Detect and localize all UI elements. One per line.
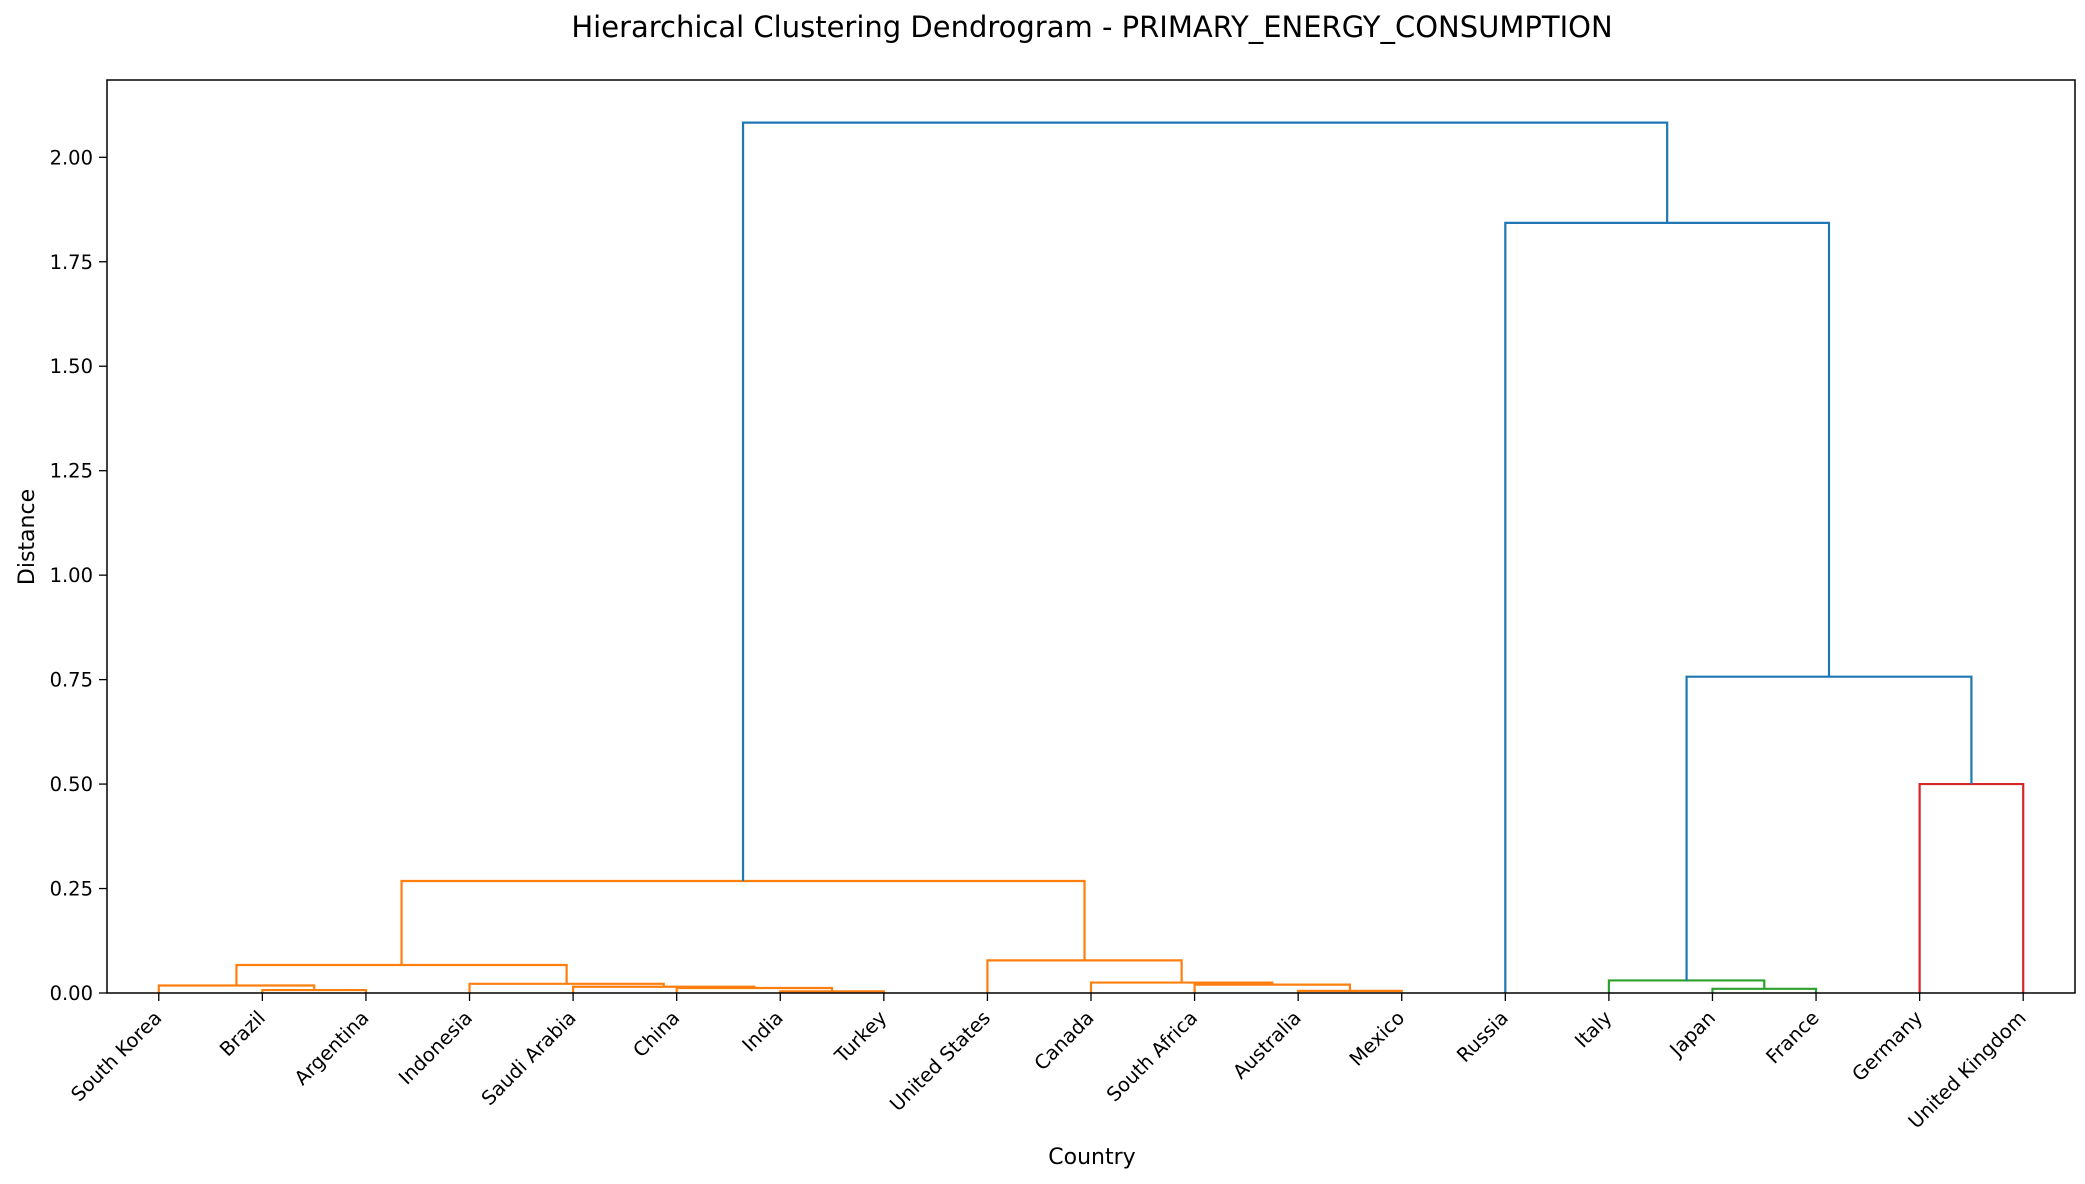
dendrogram-link-15	[1918, 782, 2025, 993]
y-tick-label: 1.75	[50, 251, 93, 274]
y-tick-label: 0.50	[50, 773, 93, 796]
x-tick-label: Russia	[1452, 1006, 1513, 1067]
x-tick-label: Germany	[1848, 1006, 1928, 1086]
x-tick-label: Brazil	[215, 1006, 270, 1061]
x-tick-label: Mexico	[1345, 1006, 1409, 1070]
dendrogram-links	[157, 121, 2025, 993]
dendrogram-link-6	[468, 982, 665, 993]
x-tick-label: Turkey	[830, 1006, 892, 1068]
y-axis-ticks: 0.00 0.25 0.50 0.75 1.00 1.25 1.50 1.75 2.00	[50, 146, 107, 1005]
x-tick-label: China	[629, 1006, 685, 1062]
x-tick-label: Australia	[1228, 1006, 1305, 1083]
dendrogram-link-14	[1607, 979, 1766, 993]
dendrogram-link-17	[1504, 221, 1831, 993]
chart-title: Hierarchical Clustering Dendrogram - PRI…	[571, 10, 1612, 44]
x-tick-label: United States	[885, 1006, 995, 1116]
y-tick-label: 0.75	[50, 669, 93, 692]
x-axis-label: Country	[1048, 1145, 1135, 1170]
x-tick-label: France	[1761, 1006, 1823, 1068]
x-tick-label: Saudi Arabia	[477, 1006, 581, 1110]
y-tick-label: 1.25	[50, 460, 93, 483]
x-tick-label: South Africa	[1102, 1006, 1202, 1106]
x-tick-label: Indonesia	[394, 1006, 477, 1089]
dendrogram-link-18	[741, 121, 1669, 882]
x-tick-label: Argentina	[290, 1006, 374, 1090]
x-tick-label: India	[738, 1006, 788, 1056]
x-axis-ticks: South Korea Brazil Argentina Indonesia Saudi…	[67, 993, 2031, 1133]
dendrogram-link-7	[235, 963, 568, 986]
y-tick-label: 1.00	[50, 564, 93, 587]
x-tick-label: Canada	[1030, 1006, 1099, 1075]
dendrogram-link-12	[400, 879, 1086, 965]
plot-frame	[106, 79, 2076, 994]
y-tick-label: 2.00	[50, 146, 93, 169]
dendrogram-link-11	[986, 959, 1183, 993]
dendrogram-link-5	[572, 985, 756, 993]
x-tick-label: South Korea	[67, 1006, 167, 1106]
y-tick-label: 0.25	[50, 878, 93, 901]
y-tick-label: 1.50	[50, 355, 93, 378]
y-axis-label: Distance	[15, 489, 40, 585]
x-tick-label: Italy	[1570, 1006, 1616, 1052]
dendrogram-link-16	[1685, 675, 1973, 981]
x-tick-label: Japan	[1664, 1006, 1720, 1062]
y-tick-label: 0.00	[50, 982, 93, 1005]
